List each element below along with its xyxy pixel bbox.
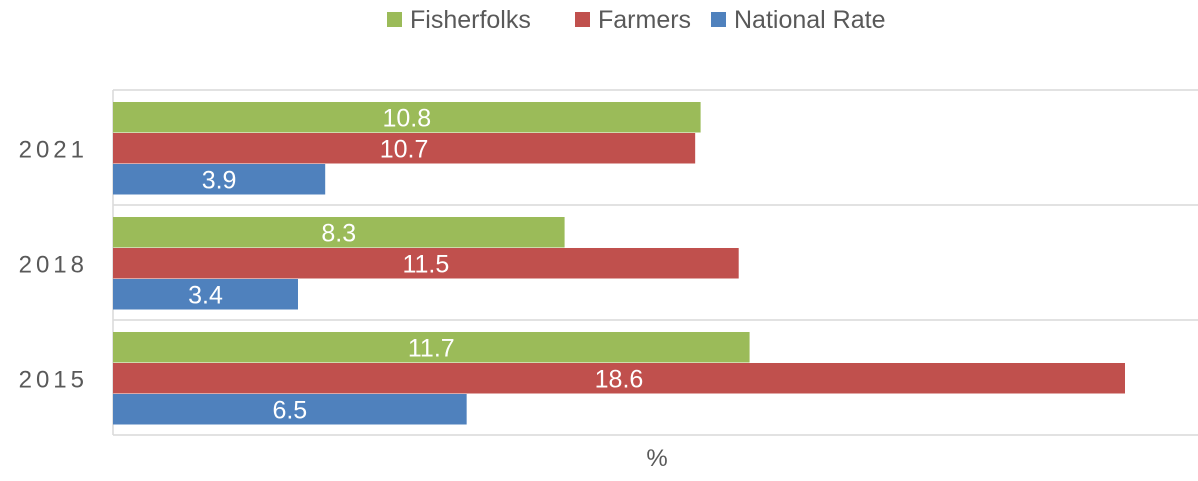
data-label-farmers-2018: 11.5	[402, 250, 449, 278]
legend-swatch-national-rate	[711, 12, 726, 27]
bar-farmers-2015	[113, 363, 1125, 394]
legend-swatch-fisherfolks	[387, 12, 402, 27]
bar-farmers-2018	[113, 248, 739, 279]
data-label-fisherfolks-2015: 11.7	[408, 334, 455, 362]
bar-farmers-2021	[113, 133, 696, 164]
data-label-farmers-2015: 18.6	[595, 365, 644, 393]
y-tick-label-2021: 2021	[19, 136, 88, 163]
plot-area: 2021 10.8 10.7 3.9 2018 8.3 11.5 3.4 2015 11.7 18.…	[19, 89, 1198, 436]
legend: Fisherfolks Farmers National Rate	[387, 6, 885, 34]
bar-fisherfolks-2015	[113, 332, 750, 363]
x-axis-label: %	[646, 445, 667, 472]
legend-label-farmers: Farmers	[598, 6, 691, 34]
data-label-farmers-2021: 10.7	[380, 135, 429, 163]
legend-swatch-farmers	[575, 12, 590, 27]
data-label-fisherfolks-2021: 10.8	[382, 104, 431, 132]
bar-fisherfolks-2021	[113, 102, 701, 133]
y-tick-label-2015: 2015	[19, 366, 88, 393]
data-label-national-rate-2018: 3.4	[188, 281, 223, 309]
bar-fisherfolks-2018	[113, 217, 565, 248]
legend-label-fisherfolks: Fisherfolks	[410, 6, 531, 34]
bar-national-rate-2021	[113, 164, 326, 195]
bar-national-rate-2015	[113, 394, 467, 425]
legend-label-national-rate: National Rate	[734, 6, 885, 34]
y-tick-label-2018: 2018	[19, 251, 88, 278]
data-label-national-rate-2021: 3.9	[202, 166, 237, 194]
data-label-national-rate-2015: 6.5	[272, 396, 307, 424]
data-label-fisherfolks-2018: 8.3	[321, 219, 356, 247]
bar-national-rate-2018	[113, 279, 298, 310]
